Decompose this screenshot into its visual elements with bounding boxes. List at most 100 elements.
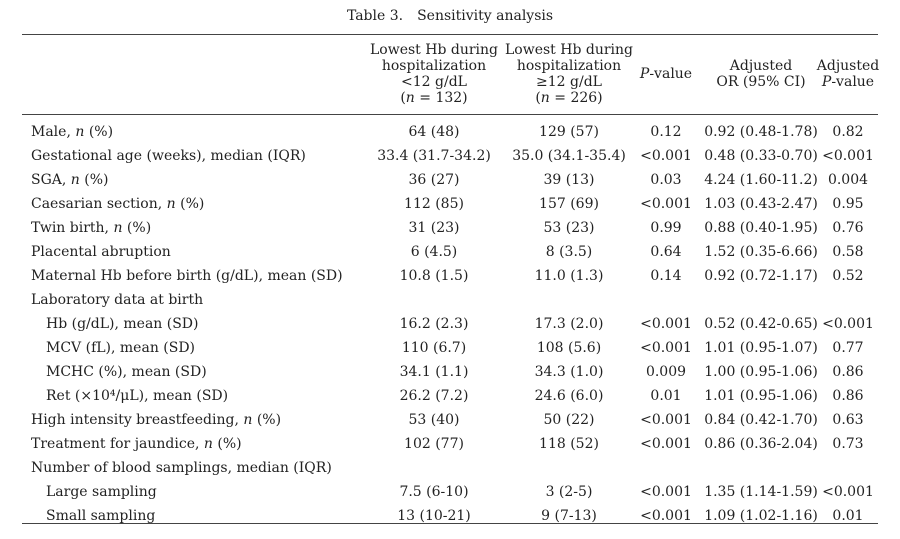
row-label: High intensity breastfeeding, n (%): [31, 412, 282, 428]
row-label: Hb (g/dL), mean (SD): [46, 316, 199, 332]
header-line: Lowest Hb during: [504, 42, 633, 58]
normal-hb-value: 3 (2-5): [545, 484, 593, 500]
header-line: ≥12 g/dL: [536, 74, 602, 90]
adjusted-p-value: 0.52: [832, 268, 864, 284]
adjusted-p-value: 0.01: [832, 508, 864, 524]
normal-hb-value: 9 (7-13): [541, 508, 597, 524]
adjusted-or-value: 0.88 (0.40-1.95): [704, 220, 818, 236]
row-label: MCHC (%), mean (SD): [46, 364, 207, 380]
adjusted-or-value: 0.48 (0.33-0.70): [704, 148, 818, 164]
p-value: <0.001: [640, 412, 692, 428]
p-value: 0.64: [650, 244, 682, 260]
p-value: 0.99: [650, 220, 682, 236]
normal-hb-value: 108 (5.6): [536, 340, 602, 356]
header-line: (n = 226): [535, 90, 603, 106]
row-label: Laboratory data at birth: [31, 292, 204, 308]
low-hb-value: 31 (23): [408, 220, 460, 236]
table-row: Caesarian section, n (%) 112 (85) 157 (69)…: [0, 192, 900, 216]
header-line: (n = 132): [400, 90, 468, 106]
low-hb-value: 110 (6.7): [401, 340, 467, 356]
normal-hb-value: 118 (52): [539, 436, 599, 452]
table-row: Maternal Hb before birth (g/dL), mean (S…: [0, 264, 900, 288]
adjusted-or-value: 1.09 (1.02-1.16): [704, 508, 818, 524]
table-row: High intensity breastfeeding, n (%) 53 (4…: [0, 408, 900, 432]
table-title: Sensitivity analysis: [417, 8, 554, 24]
low-hb-value: 36 (27): [408, 172, 460, 188]
header-line: Lowest Hb during: [369, 42, 498, 58]
bottom-rule: [22, 523, 878, 524]
low-hb-value: 102 (77): [404, 436, 464, 452]
normal-hb-value: 157 (69): [539, 196, 599, 212]
low-hb-value: 13 (10-21): [397, 508, 471, 524]
adjusted-or-value: 1.03 (0.43-2.47): [704, 196, 818, 212]
table-body: Male, n (%) 64 (48) 129 (57) 0.12 0.92 (0.48…: [0, 120, 900, 528]
header-adjusted-or: Adjusted OR (95% CI): [704, 41, 818, 107]
header-rule: [22, 114, 878, 115]
header-line: <12 g/dL: [401, 74, 467, 90]
adjusted-p-value: 0.63: [832, 412, 864, 428]
adjusted-p-value: 0.73: [832, 436, 864, 452]
p-value: <0.001: [640, 436, 692, 452]
normal-hb-value: 50 (22): [543, 412, 595, 428]
adjusted-or-value: 0.86 (0.36-2.04): [704, 436, 818, 452]
adjusted-or-value: 0.92 (0.72-1.17): [704, 268, 818, 284]
adjusted-or-value: 1.01 (0.95-1.06): [704, 388, 818, 404]
table-row: Number of blood samplings, median (IQR): [0, 456, 900, 480]
row-label: Twin birth, n (%): [31, 220, 152, 236]
low-hb-value: 7.5 (6-10): [399, 484, 469, 500]
header-line: Adjusted: [729, 58, 793, 74]
normal-hb-value: 17.3 (2.0): [534, 316, 604, 332]
adjusted-p-value: 0.82: [832, 124, 864, 140]
p-value: <0.001: [640, 340, 692, 356]
p-value: 0.03: [650, 172, 682, 188]
header-low-hb-group: Lowest Hb during hospitalization <12 g/d…: [366, 41, 502, 107]
low-hb-value: 34.1 (1.1): [399, 364, 469, 380]
adjusted-p-value: 0.76: [832, 220, 864, 236]
p-value: <0.001: [640, 148, 692, 164]
table-row: Ret (×10⁴/μL), mean (SD) 26.2 (7.2) 24.6 (…: [0, 384, 900, 408]
p-value: <0.001: [640, 484, 692, 500]
adjusted-p-value: 0.86: [832, 364, 864, 380]
p-value: 0.14: [650, 268, 682, 284]
normal-hb-value: 34.3 (1.0): [534, 364, 604, 380]
p-value: 0.009: [645, 364, 687, 380]
header-line: Adjusted: [816, 58, 880, 74]
normal-hb-value: 24.6 (6.0): [534, 388, 604, 404]
row-label: Male, n (%): [31, 124, 114, 140]
normal-hb-value: 129 (57): [539, 124, 599, 140]
table-row: MCV (fL), mean (SD) 110 (6.7) 108 (5.6) <0.…: [0, 336, 900, 360]
row-label: SGA, n (%): [31, 172, 109, 188]
header-line: OR (95% CI): [716, 74, 806, 90]
adjusted-or-value: 1.01 (0.95-1.07): [704, 340, 818, 356]
row-label: Ret (×10⁴/μL), mean (SD): [46, 388, 229, 404]
normal-hb-value: 11.0 (1.3): [534, 268, 604, 284]
top-rule: [22, 34, 878, 35]
adjusted-p-value: 0.004: [827, 172, 869, 188]
low-hb-value: 10.8 (1.5): [399, 268, 469, 284]
normal-hb-value: 53 (23): [543, 220, 595, 236]
low-hb-value: 112 (85): [404, 196, 464, 212]
adjusted-p-value: 0.95: [832, 196, 864, 212]
adjusted-or-value: 0.52 (0.42-0.65): [704, 316, 818, 332]
adjusted-p-value: <0.001: [822, 484, 874, 500]
header-normal-hb-group: Lowest Hb during hospitalization ≥12 g/d…: [500, 41, 638, 107]
row-label: MCV (fL), mean (SD): [46, 340, 196, 356]
low-hb-value: 6 (4.5): [410, 244, 458, 260]
adjusted-or-value: 1.35 (1.14-1.59): [704, 484, 818, 500]
row-label: Gestational age (weeks), median (IQR): [31, 148, 306, 164]
adjusted-or-value: 0.84 (0.42-1.70): [704, 412, 818, 428]
adjusted-or-value: 0.92 (0.48-1.78): [704, 124, 818, 140]
header-line: P-value: [821, 74, 875, 90]
table-row: Treatment for jaundice, n (%) 102 (77) 118…: [0, 432, 900, 456]
p-value: <0.001: [640, 508, 692, 524]
table-row: Laboratory data at birth: [0, 288, 900, 312]
adjusted-p-value: <0.001: [822, 316, 874, 332]
table-row: Large sampling 7.5 (6-10) 3 (2-5) <0.001 1.3…: [0, 480, 900, 504]
table-row: Gestational age (weeks), median (IQR) 33.…: [0, 144, 900, 168]
adjusted-p-value: 0.77: [832, 340, 864, 356]
header-adjusted-p-value: Adjusted P-value: [812, 41, 884, 107]
table-row: Male, n (%) 64 (48) 129 (57) 0.12 0.92 (0.48…: [0, 120, 900, 144]
p-value: <0.001: [640, 316, 692, 332]
adjusted-p-value: 0.58: [832, 244, 864, 260]
row-label: Small sampling: [46, 508, 156, 524]
